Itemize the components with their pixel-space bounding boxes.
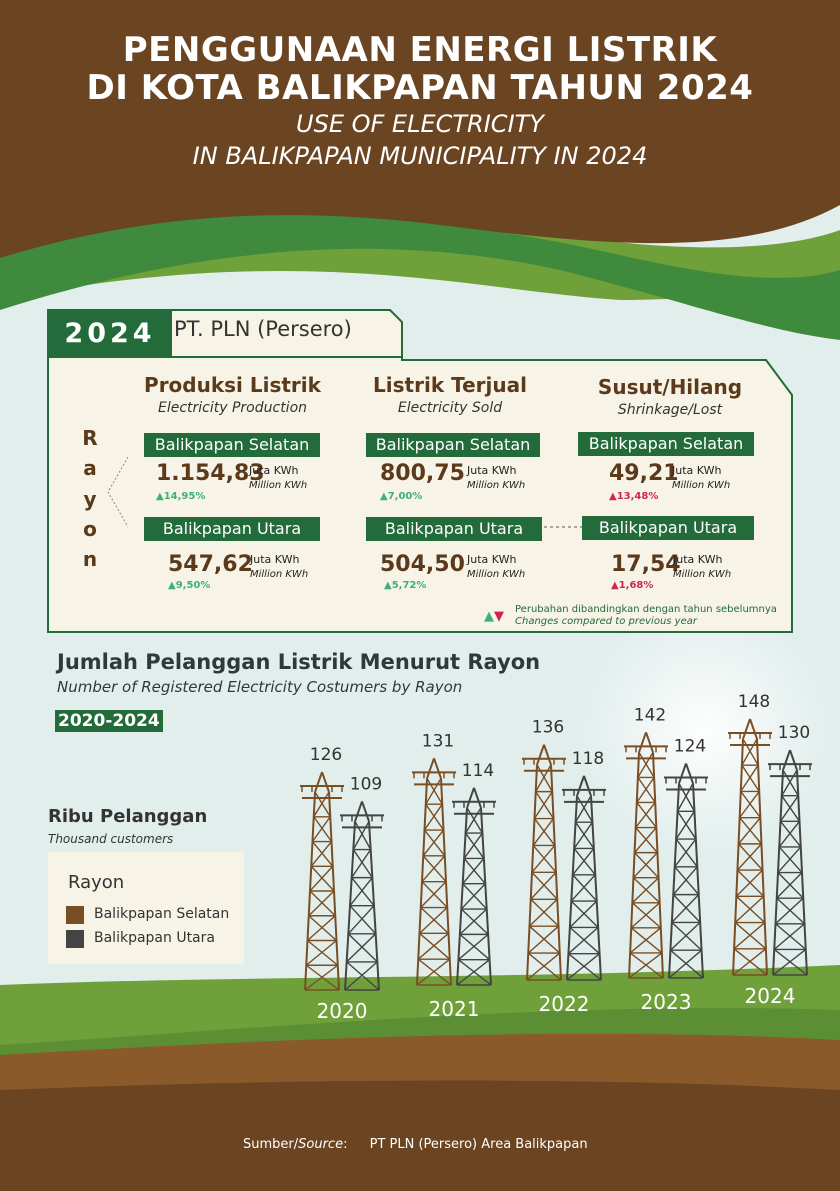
value-label-selatan: 148 xyxy=(738,692,770,712)
unit-title: Ribu Pelanggan xyxy=(48,806,208,827)
rayon-letter: o xyxy=(83,517,97,541)
tower-selatan xyxy=(624,732,668,979)
unit-label: Juta KWh xyxy=(250,553,300,566)
change-note: Perubahan dibandingkan dengan tahun sebe… xyxy=(515,604,777,615)
change-indicator: ▲1,68% xyxy=(611,580,654,591)
production-selatan-value: 1.154,83 xyxy=(156,461,265,486)
subtitle-line-1: USE OF ELECTRICITY xyxy=(296,110,544,138)
period-badge: 2020-2024 xyxy=(55,710,163,732)
unit-label-en: Million KWh xyxy=(467,569,526,580)
unit-label: Juta KWh xyxy=(467,553,517,566)
area-pill: Balikpapan Selatan xyxy=(144,433,320,457)
value-label-selatan: 131 xyxy=(422,731,454,751)
value-label-utara: 130 xyxy=(778,723,810,743)
production-utara-value: 547,62 xyxy=(168,552,253,577)
change-indicator: ▲7,00% xyxy=(380,491,423,502)
tower-selatan xyxy=(728,718,772,976)
unit-label-en: Million KWh xyxy=(249,480,308,491)
area-pill: Balikpapan Utara xyxy=(144,517,320,541)
change-note-en: Changes compared to previous year xyxy=(515,616,697,627)
top-green-wave xyxy=(0,213,840,340)
customers-title: Jumlah Pelanggan Listrik Menurut Rayon xyxy=(57,650,541,674)
value-label-utara: 118 xyxy=(572,749,604,769)
production-subtitle: Electricity Production xyxy=(157,400,308,416)
rayon-letter: n xyxy=(82,547,98,571)
year-label: 2020 xyxy=(317,999,368,1023)
change-indicator: ▲9,50% xyxy=(168,580,211,591)
year-label: 2024 xyxy=(745,984,796,1008)
rayon-letter: a xyxy=(83,456,97,480)
unit-label: Juta KWh xyxy=(673,553,723,566)
ground-brown-dark xyxy=(0,1080,840,1191)
source-label: Sumber/ xyxy=(243,1137,299,1152)
customers-subtitle: Number of Registered Electricity Costume… xyxy=(57,678,463,696)
title-line-2: DI KOTA BALIKPAPAN TAHUN 2024 xyxy=(86,68,754,108)
unit-subtitle: Thousand customers xyxy=(48,832,174,846)
area-pill: Balikpapan Selatan xyxy=(578,432,754,456)
source-colon: : xyxy=(343,1137,348,1152)
change-indicator: ▲14,95% xyxy=(156,491,206,502)
lost-utara-value: 17,54 xyxy=(611,552,681,577)
tower-selatan xyxy=(522,744,566,981)
source-label-en: Source xyxy=(298,1137,344,1152)
year-badge: 2024 xyxy=(48,310,172,357)
tower-utara xyxy=(452,787,496,986)
unit-label: Juta KWh xyxy=(467,464,517,477)
year-label: 2022 xyxy=(539,992,590,1016)
year-label: 2021 xyxy=(429,997,480,1021)
up-down-legend-icon: ▲▼ xyxy=(484,609,504,624)
unit-label: Juta KWh xyxy=(249,464,299,477)
header-brown-band xyxy=(0,0,840,258)
legend-swatch-utara xyxy=(66,930,84,948)
legend-label: Balikpapan Selatan xyxy=(94,906,230,922)
change-indicator: ▲5,72% xyxy=(384,580,427,591)
legend-label: Balikpapan Utara xyxy=(94,930,215,946)
change-indicator: ▲13,48% xyxy=(609,491,659,502)
unit-label: Juta KWh xyxy=(672,464,722,477)
subtitle-line-2: IN BALIKPAPAN MUNICIPALITY IN 2024 xyxy=(192,142,648,170)
tower-utara xyxy=(768,749,812,976)
unit-label-en: Million KWh xyxy=(250,569,309,580)
year-label: 2023 xyxy=(641,990,692,1014)
legend-swatch-selatan xyxy=(66,906,84,924)
value-label-selatan: 126 xyxy=(310,745,342,765)
legend: Rayon Balikpapan Selatan Balikpapan Utar… xyxy=(48,852,244,964)
tower-utara xyxy=(562,775,606,981)
rayon-letter: y xyxy=(83,487,97,511)
sun-glow xyxy=(575,600,835,860)
source-line: Sumber/Source: PT PLN (Persero) Area Bal… xyxy=(243,1137,588,1152)
value-label-utara: 124 xyxy=(674,736,706,756)
rayon-letter: R xyxy=(82,426,98,450)
source-text: PT PLN (Persero) Area Balikpapan xyxy=(369,1137,588,1152)
rayon-connector xyxy=(107,456,129,528)
sold-title: Listrik Terjual xyxy=(373,373,527,397)
production-title: Produksi Listrik xyxy=(144,373,321,397)
company-label: PT. PLN (Persero) xyxy=(174,317,352,341)
legend-title: Rayon xyxy=(68,872,125,893)
area-pill: Balikpapan Selatan xyxy=(366,433,540,457)
sold-selatan-value: 800,75 xyxy=(380,461,465,486)
lost-subtitle: Shrinkage/Lost xyxy=(617,402,723,418)
sold-utara-value: 504,50 xyxy=(380,552,465,577)
value-label-selatan: 142 xyxy=(634,705,666,725)
lost-title: Susut/Hilang xyxy=(597,375,743,399)
area-pill: Balikpapan Utara xyxy=(582,516,754,540)
unit-label-en: Million KWh xyxy=(672,480,731,491)
title-line-1: PENGGUNAAN ENERGI LISTRIK xyxy=(122,30,718,70)
tower-utara xyxy=(340,801,384,991)
tower-utara xyxy=(664,763,708,979)
value-label-selatan: 136 xyxy=(532,718,564,738)
tower-selatan xyxy=(300,771,344,991)
lost-selatan-value: 49,21 xyxy=(609,461,679,486)
tower-selatan xyxy=(412,758,456,986)
value-label-utara: 109 xyxy=(350,774,382,794)
sold-subtitle: Electricity Sold xyxy=(397,400,503,416)
unit-label-en: Million KWh xyxy=(673,569,732,580)
value-label-utara: 114 xyxy=(462,761,494,781)
unit-label-en: Million KWh xyxy=(467,480,526,491)
area-pill: Balikpapan Utara xyxy=(366,517,542,541)
